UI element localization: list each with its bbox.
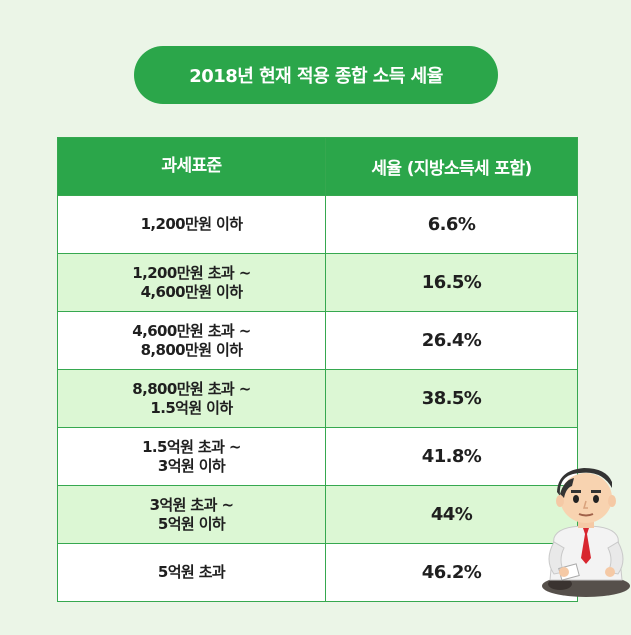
table-row: 8,800만원 초과 ~ 1.5억원 이하 38.5% [57, 369, 578, 428]
tax-base-text: 3억원 이하 [157, 456, 226, 475]
tax-base-text: 1.5억원 이하 [150, 398, 233, 417]
tax-base-cell: 5억원 초과 [57, 543, 326, 602]
tax-rate-cell: 26.4% [325, 311, 578, 370]
tax-rate-cell: 38.5% [325, 369, 578, 428]
tax-base-cell: 1.5억원 초과 ~ 3억원 이하 [57, 427, 326, 486]
table-row: 1,200만원 초과 ~ 4,600만원 이하 16.5% [57, 253, 578, 312]
tax-base-cell: 8,800만원 초과 ~ 1.5억원 이하 [57, 369, 326, 428]
header-tax-base: 과세표준 [57, 137, 326, 196]
page-title: 2018년 현재 적용 종합 소득 세율 [134, 46, 498, 104]
businessman-character-icon [542, 468, 630, 597]
tax-base-text: 5억원 초과 [157, 563, 226, 581]
table-header-row: 과세표준 세율 (지방소득세 포함) [57, 137, 578, 196]
tax-base-text: 1,200만원 이하 [140, 215, 243, 233]
table-row: 1.5억원 초과 ~ 3억원 이하 41.8% [57, 427, 578, 486]
tax-base-text: 1.5억원 초과 ~ [142, 437, 241, 456]
tax-base-cell: 1,200만원 이하 [57, 195, 326, 254]
tax-base-text: 1,200만원 초과 ~ [132, 263, 251, 282]
tax-base-text: 3억원 초과 ~ [149, 495, 234, 514]
tax-rate-cell: 6.6% [325, 195, 578, 254]
header-tax-rate: 세율 (지방소득세 포함) [325, 137, 578, 196]
table-row: 3억원 초과 ~ 5억원 이하 44% [57, 485, 578, 544]
tax-rate-cell: 46.2% [325, 543, 578, 602]
table-row: 5억원 초과 46.2% [57, 543, 578, 602]
tax-base-text: 8,800만원 초과 ~ [132, 379, 251, 398]
tax-base-text: 8,800만원 이하 [140, 340, 243, 359]
tax-base-text: 4,600만원 초과 ~ [132, 321, 251, 340]
tax-base-text: 4,600만원 이하 [140, 282, 243, 301]
tax-rate-cell: 41.8% [325, 427, 578, 486]
tax-base-cell: 3억원 초과 ~ 5억원 이하 [57, 485, 326, 544]
table-row: 1,200만원 이하 6.6% [57, 195, 578, 254]
tax-base-cell: 4,600만원 초과 ~ 8,800만원 이하 [57, 311, 326, 370]
table-row: 4,600만원 초과 ~ 8,800만원 이하 26.4% [57, 311, 578, 370]
tax-base-cell: 1,200만원 초과 ~ 4,600만원 이하 [57, 253, 326, 312]
tax-base-text: 5억원 이하 [157, 514, 226, 533]
tax-rate-table: 과세표준 세율 (지방소득세 포함) 1,200만원 이하 6.6% 1,200… [57, 137, 578, 602]
tax-rate-cell: 16.5% [325, 253, 578, 312]
